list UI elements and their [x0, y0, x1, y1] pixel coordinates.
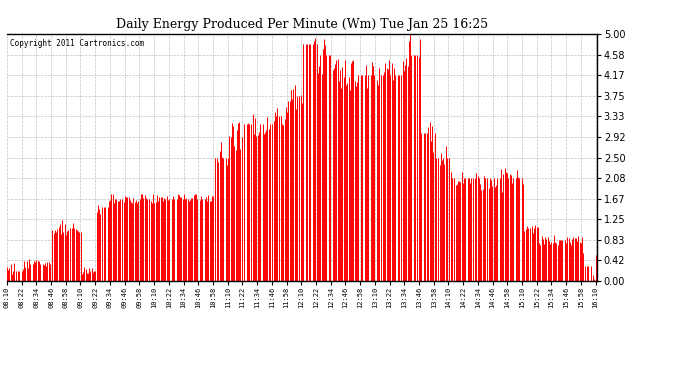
Text: Copyright 2011 Cartronics.com: Copyright 2011 Cartronics.com	[10, 39, 144, 48]
Title: Daily Energy Produced Per Minute (Wm) Tue Jan 25 16:25: Daily Energy Produced Per Minute (Wm) Tu…	[116, 18, 488, 31]
